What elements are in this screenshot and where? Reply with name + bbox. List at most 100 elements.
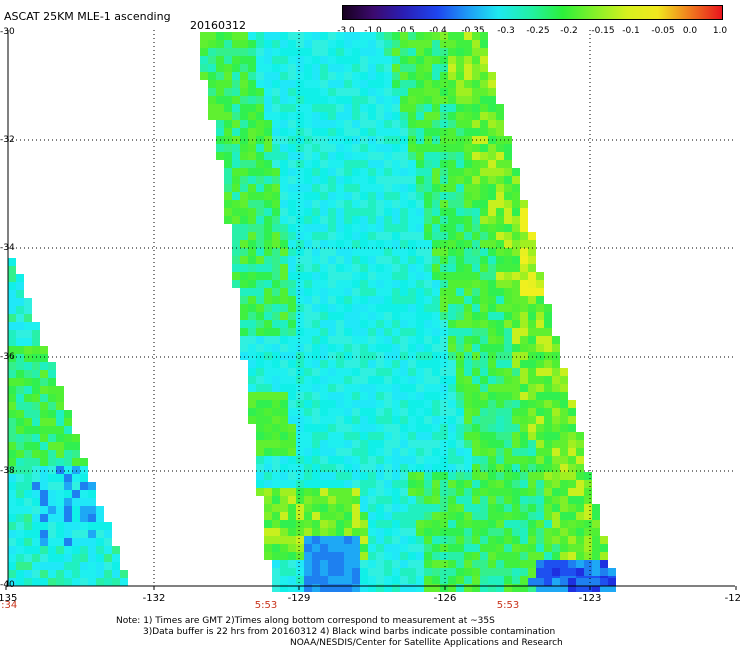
swath-cell [288, 256, 296, 264]
swath-cell [424, 544, 432, 552]
swath-cell [16, 546, 24, 554]
swath-cell [208, 96, 216, 104]
swath-cell [376, 224, 384, 232]
swath-cell [496, 160, 504, 168]
swath-cell [472, 40, 480, 48]
swath-cell [440, 448, 448, 456]
swath-cell [472, 392, 480, 400]
swath-cell [448, 112, 456, 120]
swath-cell [360, 192, 368, 200]
swath-cell [464, 424, 472, 432]
swath-cell [504, 464, 512, 472]
swath-cell [344, 64, 352, 72]
swath-cell [392, 392, 400, 400]
swath-cell [568, 488, 576, 496]
swath-cell [312, 464, 320, 472]
swath-cell [480, 560, 488, 568]
swath-cell [360, 496, 368, 504]
swath-cell [48, 546, 56, 554]
swath-cell [256, 392, 264, 400]
swath-cell [392, 240, 400, 248]
swath-cell [320, 48, 328, 56]
swath-cell [248, 104, 256, 112]
swath-cell [440, 376, 448, 384]
swath-cell [408, 448, 416, 456]
swath-cell [456, 208, 464, 216]
swath-cell [56, 418, 64, 426]
swath-cell [312, 432, 320, 440]
swath-cell [520, 472, 528, 480]
swath-cell [568, 456, 576, 464]
swath-cell [312, 72, 320, 80]
swath-cell [520, 368, 528, 376]
swath-cell [240, 184, 248, 192]
swath-cell [448, 104, 456, 112]
swath-cell [480, 272, 488, 280]
swath-cell [64, 546, 72, 554]
swath-cell [448, 408, 456, 416]
swath-cell [488, 272, 496, 280]
swath-cell [96, 506, 104, 514]
swath-cell [432, 472, 440, 480]
swath-cell [432, 56, 440, 64]
swath-cell [376, 40, 384, 48]
swath-cell [384, 120, 392, 128]
swath-cell [552, 504, 560, 512]
swath-cell [504, 288, 512, 296]
swath-cell [360, 576, 368, 584]
swath-cell [8, 546, 16, 554]
swath-cell [8, 386, 16, 394]
swath-cell [296, 568, 304, 576]
swath-cell [344, 80, 352, 88]
swath-cell [40, 402, 48, 410]
swath-cell [488, 160, 496, 168]
swath-cell [592, 512, 600, 520]
colorbar-label-9: -0.1 [622, 26, 640, 36]
swath-cell [424, 520, 432, 528]
swath-cell [456, 224, 464, 232]
swath-cell [256, 424, 264, 432]
swath-cell [256, 448, 264, 456]
swath-cell [480, 160, 488, 168]
swath-cell [272, 568, 280, 576]
swath-cell [592, 528, 600, 536]
swath-cell [240, 160, 248, 168]
swath-cell [40, 490, 48, 498]
swath-cell [248, 304, 256, 312]
swath-cell [368, 224, 376, 232]
swath-cell [400, 96, 408, 104]
swath-cell [360, 168, 368, 176]
swath-cell [464, 352, 472, 360]
swath-cell [424, 176, 432, 184]
swath-cell [496, 520, 504, 528]
swath-cell [80, 538, 88, 546]
swath-cell [328, 336, 336, 344]
swath-cell [288, 128, 296, 136]
swath-cell [256, 416, 264, 424]
swath-cell [72, 482, 80, 490]
swath-cell [400, 56, 408, 64]
swath-cell [232, 168, 240, 176]
swath-cell [288, 424, 296, 432]
swath-cell [520, 488, 528, 496]
swath-cell [288, 120, 296, 128]
swath-cell [392, 72, 400, 80]
swath-cell [240, 328, 248, 336]
swath-cell [368, 448, 376, 456]
swath-cell [328, 376, 336, 384]
swath-cell [376, 416, 384, 424]
swath-cell [416, 568, 424, 576]
swath-cell [440, 200, 448, 208]
swath-cell [416, 96, 424, 104]
swath-cell [344, 352, 352, 360]
swath-cell [432, 400, 440, 408]
swath-cell [352, 384, 360, 392]
swath-cell [408, 344, 416, 352]
swath-cell [296, 528, 304, 536]
swath-cell [264, 376, 272, 384]
swath-cell [528, 512, 536, 520]
swath-cell [16, 514, 24, 522]
swath-cell [408, 408, 416, 416]
swath-cell [536, 288, 544, 296]
swath-cell [504, 192, 512, 200]
